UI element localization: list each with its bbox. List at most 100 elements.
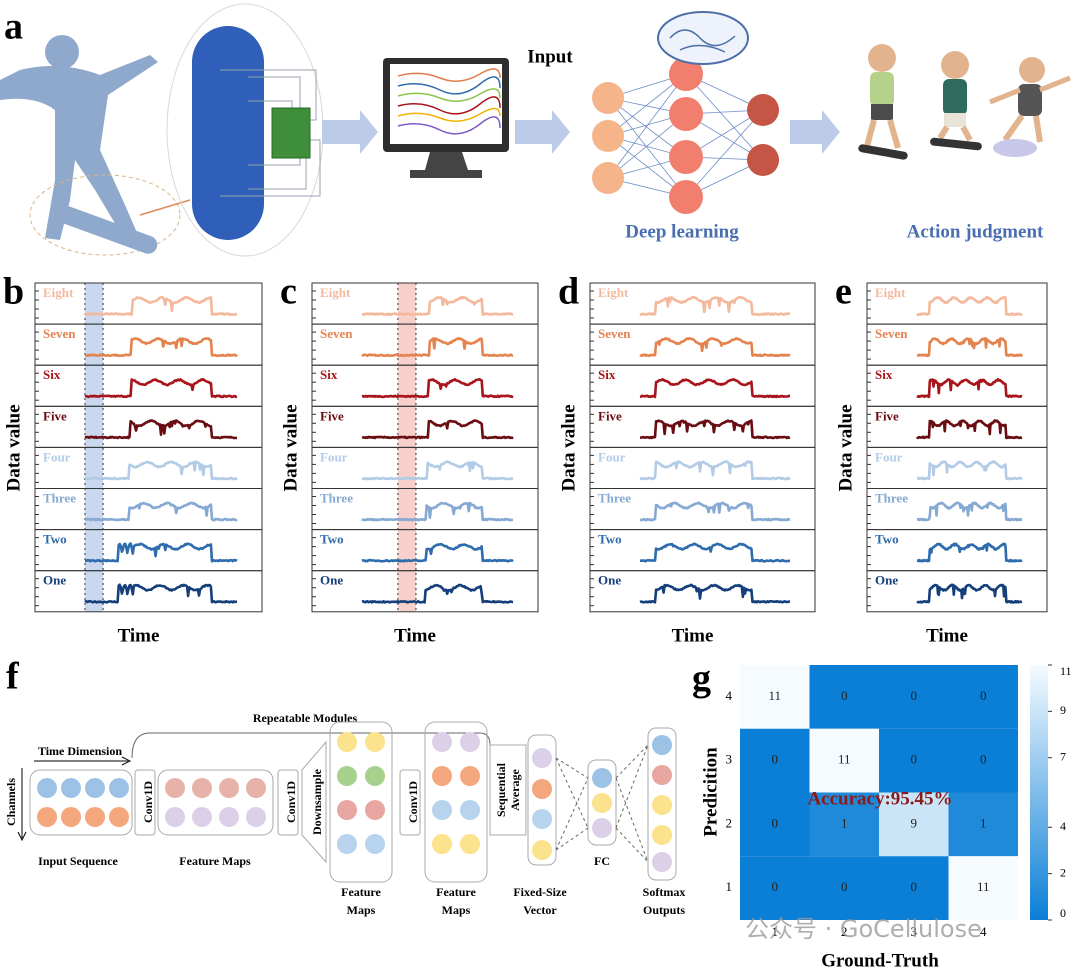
zoom-ring xyxy=(29,174,181,256)
signal-trace xyxy=(639,419,791,440)
cell-value: 0 xyxy=(911,879,918,894)
input-sequence-label: Input Sequence xyxy=(38,854,118,868)
brain xyxy=(657,11,749,65)
wires xyxy=(220,69,321,197)
y-axis-label: Data value xyxy=(835,404,856,491)
feature-maps-label: Feature xyxy=(436,885,476,899)
channel-row xyxy=(311,529,539,572)
signal-trace xyxy=(84,460,238,481)
signal-trace xyxy=(84,419,238,440)
softmax-label: Softmax xyxy=(643,885,686,899)
feature-maps-label: Feature xyxy=(341,885,381,899)
channel-label: Eight xyxy=(320,285,351,300)
time-dimension-label: Time Dimension xyxy=(38,744,122,758)
signal-trace xyxy=(916,460,1023,481)
fc-label: FC xyxy=(594,854,610,868)
signal-trace xyxy=(915,419,1023,440)
signal-trace xyxy=(639,336,791,358)
heatmap-cell xyxy=(879,792,949,857)
x-axis-label: Time xyxy=(672,625,714,646)
x-axis-label: Time xyxy=(118,625,160,646)
feature-circles xyxy=(37,732,672,872)
channel-label: One xyxy=(43,573,66,588)
arrow xyxy=(322,110,378,154)
channel-label: Six xyxy=(598,367,616,382)
colorbar xyxy=(1030,665,1048,920)
y-tick-label: 1 xyxy=(726,879,733,894)
cell-value: 0 xyxy=(980,752,987,767)
cell-value: 0 xyxy=(772,752,779,767)
x-tick-label: 4 xyxy=(980,924,987,939)
colorbar-tick-label: 2 xyxy=(1060,865,1066,879)
channel-label: Seven xyxy=(43,326,76,341)
softmax-label: Outputs xyxy=(643,903,685,917)
signal-trace xyxy=(84,583,238,604)
panel-label: c xyxy=(280,271,297,313)
channel-row xyxy=(311,570,539,613)
heatmap-cell xyxy=(740,728,810,793)
conv-label: Conv1D xyxy=(406,781,420,823)
fixed-size-label: Vector xyxy=(523,903,557,917)
signal-trace xyxy=(639,542,791,563)
heatmap-cell xyxy=(809,856,879,920)
signal-trace xyxy=(84,542,238,563)
cell-value: 1 xyxy=(841,815,848,830)
panel-label: g xyxy=(692,658,711,700)
x-tick-label: 3 xyxy=(911,924,918,939)
y-tick-label: 2 xyxy=(726,815,733,830)
signal-trace xyxy=(361,583,514,604)
panel-f: f Repeatable Modules Time Dimension Chan… xyxy=(4,656,686,917)
heatmap-cell xyxy=(948,728,1018,793)
channel-row xyxy=(311,364,539,407)
watermark: 公众号 · GoCellulose xyxy=(745,915,982,943)
sequential-average-label: Average xyxy=(508,768,522,810)
channel-label: Five xyxy=(875,408,899,423)
bracket xyxy=(131,732,491,759)
heatmap-cell xyxy=(809,728,879,793)
colorbar-tick-label: 7 xyxy=(1060,749,1066,763)
panel-a: a Input xyxy=(0,3,1071,257)
signal-trace xyxy=(361,542,514,563)
channel-label: Five xyxy=(320,408,344,423)
x-axis-label: Time xyxy=(394,625,436,646)
channel-label: One xyxy=(875,573,898,588)
heatmap-cell xyxy=(948,856,1018,920)
channel-row xyxy=(34,364,263,407)
brain-folds xyxy=(669,29,736,53)
y-axis-label: Data value xyxy=(3,404,24,491)
x-axis-label: Time xyxy=(926,625,968,646)
cell-value: 1 xyxy=(980,815,987,830)
panel-label: b xyxy=(3,271,24,313)
panel-label: d xyxy=(558,271,579,313)
panel-label: f xyxy=(6,656,20,698)
signal-trace xyxy=(916,295,1023,316)
signal-trace xyxy=(84,337,238,358)
heatmap-cell xyxy=(879,856,949,920)
channel-row xyxy=(34,570,263,613)
signal-trace xyxy=(639,583,791,604)
channel-label: One xyxy=(598,573,621,588)
channel-label: Eight xyxy=(43,285,74,300)
channel-label: Two xyxy=(875,532,899,547)
channel-label: Five xyxy=(598,408,622,423)
y-axis-label: Data value xyxy=(558,404,579,491)
cell-value: 11 xyxy=(768,688,781,703)
channel-label: Four xyxy=(320,449,348,464)
cell-value: 0 xyxy=(841,879,848,894)
channels-label: Channels xyxy=(4,778,18,826)
signal-trace xyxy=(361,419,514,440)
colorbar-tick-label: 0 xyxy=(1060,906,1066,920)
cell-value: 9 xyxy=(911,815,918,830)
deep-learning-label: Deep learning xyxy=(625,221,739,242)
channel-row xyxy=(589,570,816,613)
channel-row xyxy=(866,570,1048,613)
colorbar-tick-label: 4 xyxy=(1060,819,1066,833)
channel-label: Two xyxy=(598,532,622,547)
cell-value: 0 xyxy=(772,815,779,830)
channel-row xyxy=(311,405,539,448)
x-tick-label: 1 xyxy=(772,924,779,939)
signal-trace xyxy=(84,501,238,522)
repeatable-label: Repeatable Modules xyxy=(253,711,358,725)
y-axis-label: Predicition xyxy=(700,747,721,837)
